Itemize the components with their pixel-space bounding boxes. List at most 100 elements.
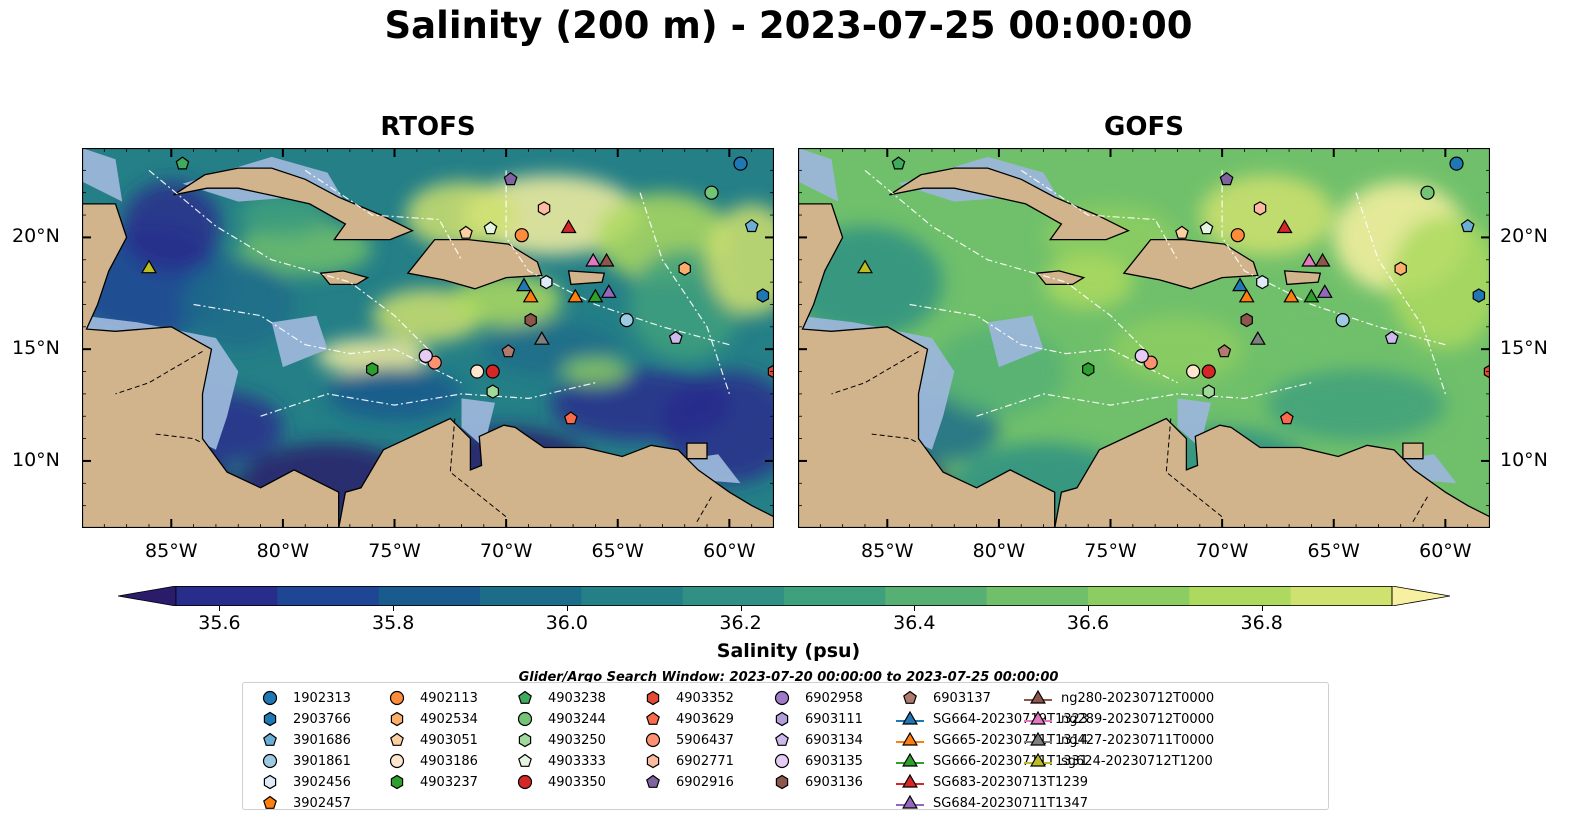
- triangle-marker-icon: [1024, 689, 1052, 704]
- obs-marker-3901861: [619, 313, 634, 328]
- obs-marker-4903350: [1201, 364, 1216, 379]
- obs-marker-SG665-20230711T1314: [522, 288, 539, 303]
- legend-label: SG666-20230711T1331: [933, 753, 1089, 769]
- country-border: [1411, 496, 1428, 524]
- legend-item: 6903134: [765, 730, 863, 750]
- legend-item: ng427-20230711T0000: [1021, 730, 1214, 750]
- salinity-patch: [238, 192, 328, 238]
- circle-marker-icon: [645, 732, 661, 748]
- map-gofs: [798, 148, 1490, 528]
- obs-marker-4903250: [486, 384, 499, 399]
- legend-item: 6903135: [765, 751, 863, 771]
- hexagon-marker-icon: [263, 774, 277, 790]
- obs-marker-ng427-20230711T0000: [1249, 331, 1266, 345]
- pentagon-marker-icon: [263, 795, 277, 809]
- land-cuba: [889, 167, 1130, 241]
- legend-label: 3901861: [293, 753, 351, 769]
- colorbar-label: Salinity (psu): [716, 640, 861, 662]
- hexagon-marker-icon: [518, 732, 532, 748]
- obs-marker-6903136: [524, 312, 537, 328]
- shelf-area: [271, 315, 328, 368]
- map-frame: [798, 148, 1490, 528]
- colorbar-segment: [1189, 586, 1292, 606]
- obs-marker-4903238: [175, 156, 190, 170]
- obs-marker-1902313: [1449, 156, 1464, 171]
- colorbar-tick: [914, 606, 916, 611]
- obs-marker-6903137: [501, 344, 516, 358]
- eez-boundary: [1020, 169, 1179, 261]
- legend-item: 5906437: [636, 730, 734, 750]
- obs-marker-4902113: [1230, 228, 1245, 243]
- legend-item: 6902958: [765, 688, 863, 708]
- lat-tick-label-right: 15°N: [1500, 337, 1548, 360]
- legend-item: 3902456: [253, 772, 351, 792]
- circle-marker-icon: [262, 753, 278, 769]
- legend-item: 3901686: [253, 730, 351, 750]
- legend-label: SG684-20230711T1347: [933, 795, 1089, 811]
- legend-label: 4903051: [420, 732, 478, 748]
- legend-item: 4903350: [508, 772, 606, 792]
- panel-title-rtofs: RTOFS: [380, 112, 476, 142]
- obs-marker-4903186: [470, 364, 485, 379]
- colorbar-tick-label: 36.4: [893, 612, 936, 634]
- obs-marker-SG664-20230719T1323: [516, 277, 532, 292]
- obs-marker-ng289-20230712T0000: [585, 252, 602, 267]
- legend-label: 4903250: [548, 732, 606, 748]
- obs-marker-2903766: [1472, 288, 1486, 303]
- hexagon-marker-icon: [263, 711, 277, 727]
- legend-label: 6903136: [805, 774, 863, 790]
- legend-label: 4903186: [420, 753, 478, 769]
- legend-label: 6903134: [805, 732, 863, 748]
- lon-tick-label: 75°W: [1084, 540, 1137, 562]
- obs-marker-4903244: [704, 185, 719, 200]
- legend-item: 6902916: [636, 772, 734, 792]
- lon-tick-label: 85°W: [861, 540, 914, 562]
- legend-label: 3902457: [293, 795, 351, 811]
- land-cuba: [173, 167, 414, 241]
- salinity-patch: [1266, 369, 1446, 441]
- legend-item: ng289-20230712T0000: [1021, 709, 1214, 729]
- land-hispaniola: [1122, 238, 1259, 290]
- legend-item: SG664-20230719T1323: [893, 709, 1088, 729]
- legend-label: 4902113: [420, 690, 478, 706]
- country-border: [115, 350, 203, 395]
- obs-marker-ng427-20230711T0000: [533, 331, 550, 345]
- salinity-patch: [561, 358, 629, 385]
- colorbar-extend-high: [1391, 586, 1450, 606]
- obs-marker-SG665-20230711T1314: [1238, 288, 1255, 303]
- legend-item: 4903352: [636, 688, 734, 708]
- salinity-patch: [405, 181, 518, 249]
- obs-marker-SG665-20230711T1314: [567, 288, 584, 303]
- circle-marker-icon: [262, 690, 278, 706]
- country-border: [871, 433, 919, 444]
- hexagon-marker-icon: [775, 774, 789, 790]
- legend-item: 6903136: [765, 772, 863, 792]
- colorbar-segment: [1290, 586, 1393, 606]
- obs-marker-4903186: [1186, 364, 1201, 379]
- map-frame: [82, 148, 774, 528]
- land-trinidad: [686, 442, 708, 460]
- legend-item: SG665-20230711T1314: [893, 730, 1088, 750]
- obs-marker-6902916: [1219, 172, 1234, 186]
- obs-marker-4903333: [483, 221, 498, 235]
- pentagon-marker-icon: [390, 732, 404, 746]
- legend-label: 2903766: [293, 711, 351, 727]
- obs-marker-6903134: [668, 330, 683, 344]
- obs-marker-4903250: [1202, 384, 1215, 399]
- legend-item: 4903186: [380, 751, 478, 771]
- triangle-marker-icon: [896, 773, 924, 788]
- obs-marker-4902534: [1394, 261, 1407, 276]
- hexagon-marker-icon: [390, 774, 404, 790]
- colorbar-tick: [1088, 606, 1089, 611]
- obs-marker-SG683-20230713T1239: [1276, 219, 1293, 234]
- circle-marker-icon: [389, 690, 405, 706]
- salinity-patch: [707, 203, 774, 316]
- legend-label: 4903333: [548, 753, 606, 769]
- lon-tick-label: 85°W: [145, 540, 198, 562]
- legend-label: 4903629: [676, 711, 734, 727]
- land-northAmerica: [798, 203, 1056, 528]
- legend-label: 3902456: [293, 774, 351, 790]
- obs-marker-4903244: [1420, 185, 1435, 200]
- legend-label: 4903238: [548, 690, 606, 706]
- salinity-patch: [1043, 255, 1133, 309]
